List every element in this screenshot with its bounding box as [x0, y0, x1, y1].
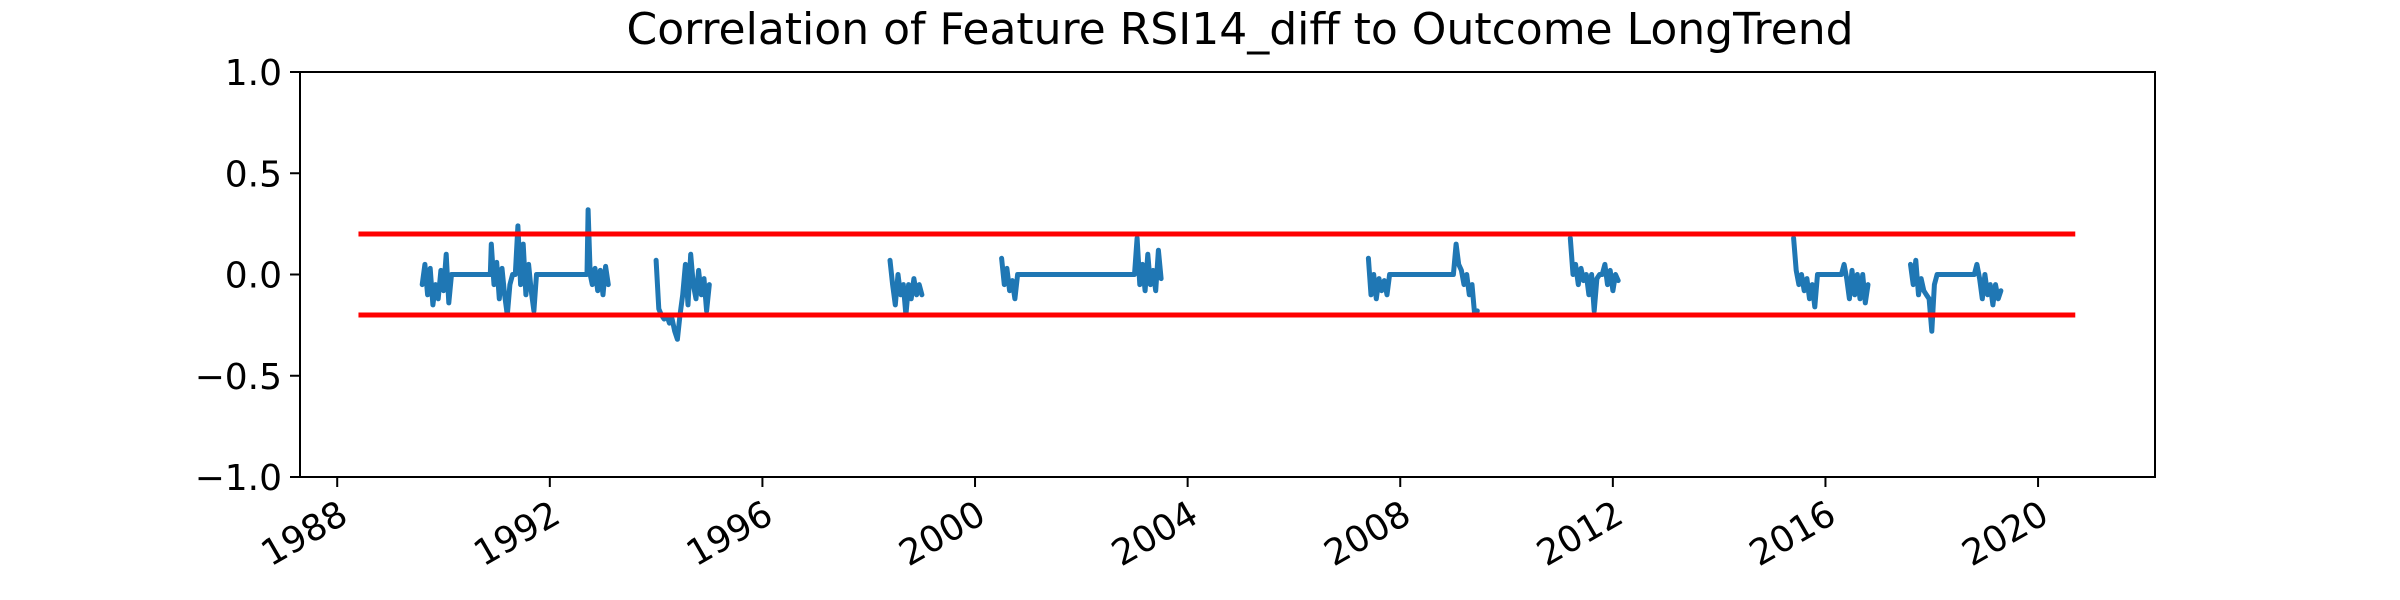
- chart-title: Correlation of Feature RSI14_diff to Out…: [626, 4, 1853, 55]
- x-tick-label: 2012: [1530, 493, 1630, 574]
- correlation-line-segment-5: [1365, 241, 1480, 318]
- plot-area: [358, 207, 2076, 342]
- x-tick-label: 1988: [255, 493, 355, 574]
- x-tick-label: 2016: [1743, 493, 1843, 574]
- correlation-line-segment-2: [653, 251, 712, 342]
- correlation-line-segment-1: [419, 207, 611, 318]
- correlation-line-segment-6: [1567, 235, 1621, 314]
- x-tick-label: 1992: [467, 493, 567, 574]
- correlation-line-segment-3: [887, 257, 925, 318]
- correlation-line-segment-8: [1908, 257, 2004, 334]
- y-tick-label: 0.0: [225, 256, 282, 297]
- correlation-line-segment-4: [999, 235, 1164, 302]
- y-axis: 1.0 0.5 0.0 −0.5 −1.0: [195, 53, 300, 499]
- x-tick-label: 2008: [1318, 493, 1418, 574]
- x-tick-label: 2004: [1105, 493, 1205, 574]
- correlation-line-segment-7: [1791, 235, 1871, 310]
- y-tick-label: 1.0: [225, 53, 282, 94]
- y-tick-label: 0.5: [225, 154, 282, 195]
- x-axis: 1988 1992 1996 2000 2004 2008 2012 2016 2020: [255, 477, 2056, 575]
- x-tick-label: 1996: [680, 493, 780, 574]
- y-tick-label: −1.0: [195, 458, 282, 499]
- y-tick-label: −0.5: [195, 357, 282, 398]
- x-tick-label: 2000: [892, 493, 992, 574]
- x-tick-label: 2020: [1956, 493, 2056, 574]
